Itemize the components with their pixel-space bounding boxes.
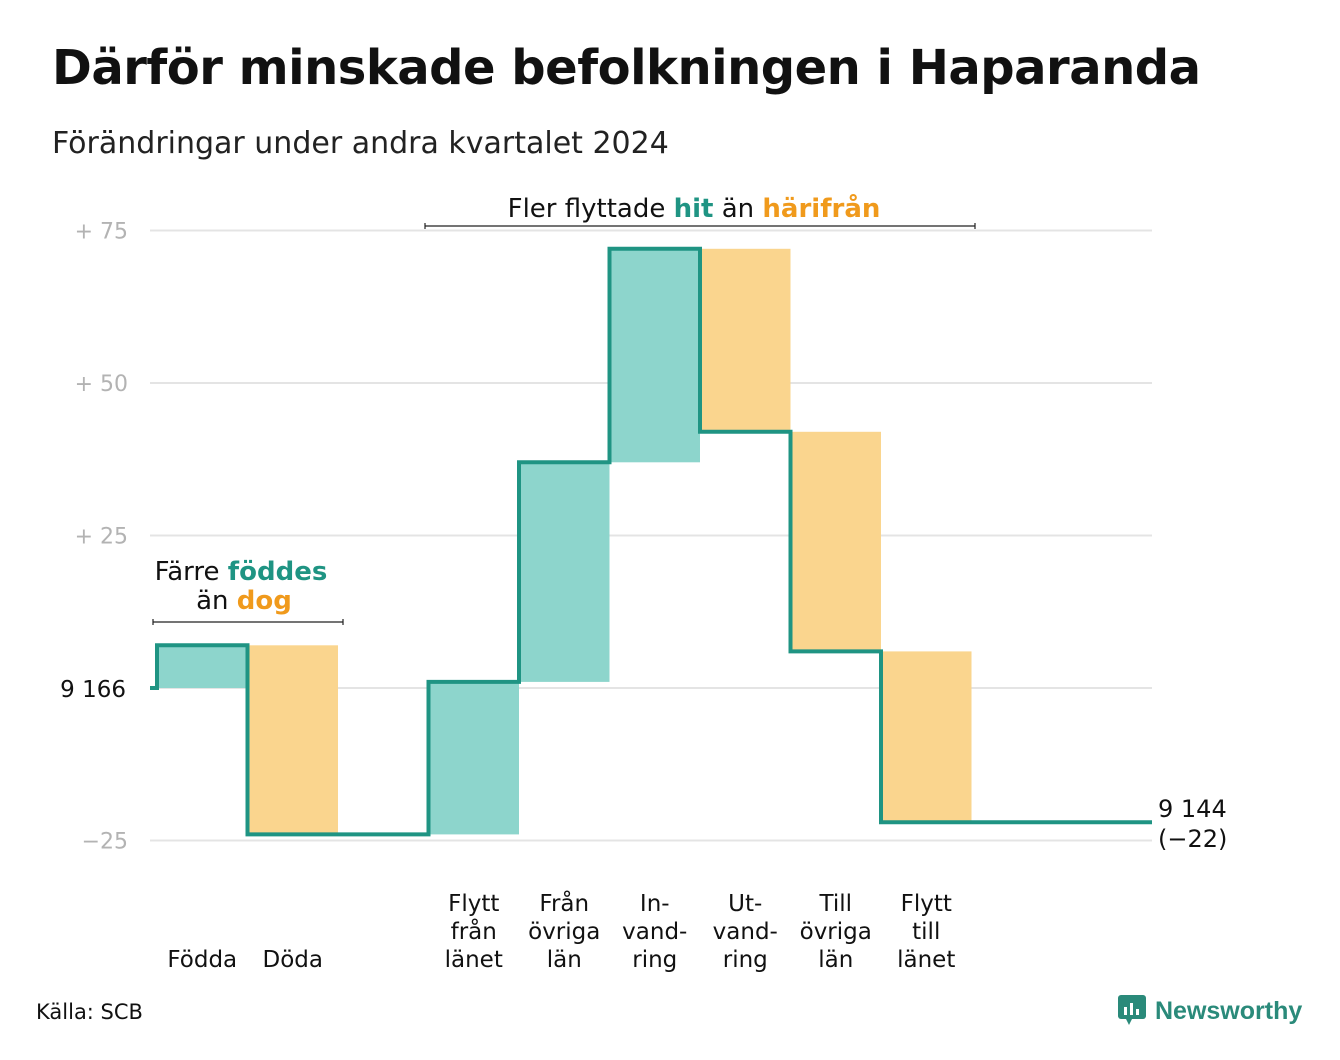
annotation-births-line1: Färre föddes <box>155 557 328 587</box>
bar-in <box>519 462 610 682</box>
y-tick-label: + 25 <box>75 525 128 550</box>
step-line <box>150 246 1152 837</box>
category-label: Flytt till länet <box>897 891 955 973</box>
category-label: Döda <box>263 947 323 973</box>
chart-title: Därför minskade befolkningen i Haparanda <box>52 40 1201 96</box>
category-label: Ut-vand-ring <box>713 891 778 973</box>
y-tick-label: + 75 <box>75 220 128 245</box>
bar-in <box>428 681 519 835</box>
chart-subtitle: Förändringar under andra kvartalet 2024 <box>52 126 669 161</box>
labels: 9 166 Födda Döda Flytt från länet Från övriga lä… <box>60 677 1227 973</box>
category-label: Flytt från länet <box>445 891 503 973</box>
bar-out <box>700 248 791 432</box>
bar-in <box>157 645 248 688</box>
baseline-label: 9 166 <box>60 677 126 703</box>
category-label: Födda <box>167 947 237 973</box>
annotation-moves: Fler flyttade hit än härifrån <box>508 192 881 224</box>
newsworthy-icon <box>1118 995 1146 1025</box>
source-note: Källa: SCB <box>36 1000 143 1024</box>
annotation-births-line2: än dog <box>196 586 292 616</box>
y-tick-label: −25 <box>82 830 128 855</box>
y-tick-label: + 50 <box>75 372 128 397</box>
category-label: In-vand-ring <box>622 891 687 973</box>
category-label: Från övriga län <box>528 889 600 973</box>
bar-out <box>881 651 972 823</box>
brand-logo: Newsworthy <box>1117 994 1302 1028</box>
brand-name: Newsworthy <box>1155 996 1303 1025</box>
end-change-label: (−22) <box>1158 825 1227 853</box>
end-value-label: 9 144 <box>1158 795 1227 823</box>
category-label: Till övriga län <box>800 891 872 973</box>
bar-in <box>609 248 700 463</box>
bar-out <box>790 431 881 652</box>
bars <box>157 248 972 835</box>
cumulative-step-line <box>150 246 1152 837</box>
bar-out <box>247 645 338 835</box>
